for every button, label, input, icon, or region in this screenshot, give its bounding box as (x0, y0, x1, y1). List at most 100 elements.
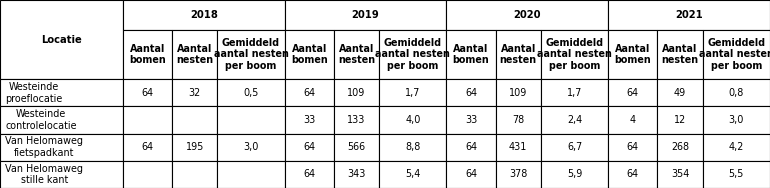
Text: 5,9: 5,9 (567, 169, 582, 179)
Bar (285, 161, 334, 188)
Text: 5,4: 5,4 (405, 169, 420, 179)
Text: 64: 64 (142, 88, 153, 98)
Bar (496, 134, 541, 161)
Text: 431: 431 (509, 142, 527, 152)
Bar (0, 134, 123, 161)
Bar (172, 30, 217, 79)
Bar (172, 79, 217, 106)
Bar (496, 161, 541, 188)
Text: Westeinde
controlelocatie: Westeinde controlelocatie (5, 109, 77, 131)
Text: 0,8: 0,8 (728, 88, 744, 98)
Bar (123, 134, 172, 161)
Bar (496, 79, 541, 106)
Text: 64: 64 (465, 88, 477, 98)
Text: 33: 33 (303, 115, 316, 125)
Bar (541, 106, 608, 134)
Text: 4,2: 4,2 (728, 142, 744, 152)
Bar (123, 161, 172, 188)
Bar (702, 30, 770, 79)
Text: 12: 12 (674, 115, 686, 125)
Text: 2018: 2018 (190, 10, 218, 20)
Text: 8,8: 8,8 (405, 142, 420, 152)
Bar (0, 161, 123, 188)
Text: Aantal
nesten: Aantal nesten (176, 44, 213, 65)
Text: 64: 64 (303, 169, 316, 179)
Bar (658, 30, 702, 79)
Bar (496, 106, 541, 134)
Bar (0, 106, 123, 134)
Bar (447, 0, 608, 30)
Bar (447, 161, 496, 188)
Bar (447, 134, 496, 161)
Bar (608, 30, 658, 79)
Text: 64: 64 (303, 88, 316, 98)
Text: Aantal
nesten: Aantal nesten (338, 44, 375, 65)
Bar (123, 0, 285, 30)
Text: 109: 109 (347, 88, 366, 98)
Bar (0, 79, 123, 106)
Text: 32: 32 (189, 88, 201, 98)
Bar (123, 106, 172, 134)
Bar (447, 106, 496, 134)
Text: 5,5: 5,5 (728, 169, 744, 179)
Text: 133: 133 (347, 115, 366, 125)
Bar (172, 161, 217, 188)
Text: 64: 64 (465, 169, 477, 179)
Text: Gemiddeld
aantal nesten
per boom: Gemiddeld aantal nesten per boom (213, 38, 289, 71)
Text: 3,0: 3,0 (728, 115, 744, 125)
Bar (334, 106, 379, 134)
Bar (608, 106, 658, 134)
Bar (334, 134, 379, 161)
Text: 4,0: 4,0 (405, 115, 420, 125)
Text: 195: 195 (186, 142, 204, 152)
Bar (608, 161, 658, 188)
Text: Van Helomaweg
fietspadkant: Van Helomaweg fietspadkant (5, 136, 83, 158)
Bar (379, 79, 447, 106)
Text: 566: 566 (347, 142, 366, 152)
Text: 2,4: 2,4 (567, 115, 582, 125)
Bar (608, 134, 658, 161)
Text: 2021: 2021 (675, 10, 703, 20)
Text: 109: 109 (509, 88, 527, 98)
Bar (608, 0, 770, 30)
Text: 0,5: 0,5 (243, 88, 259, 98)
Text: 4: 4 (630, 115, 636, 125)
Bar (0, 0, 123, 79)
Text: 78: 78 (512, 115, 524, 125)
Text: 64: 64 (627, 88, 639, 98)
Text: Gemiddeld
aantal nesten
per boom: Gemiddeld aantal nesten per boom (537, 38, 612, 71)
Bar (217, 30, 285, 79)
Bar (541, 134, 608, 161)
Text: 33: 33 (465, 115, 477, 125)
Bar (658, 134, 702, 161)
Bar (123, 79, 172, 106)
Bar (702, 161, 770, 188)
Bar (541, 79, 608, 106)
Text: 49: 49 (674, 88, 686, 98)
Text: 2019: 2019 (352, 10, 380, 20)
Text: Locatie: Locatie (41, 35, 82, 45)
Text: 354: 354 (671, 169, 689, 179)
Text: 268: 268 (671, 142, 689, 152)
Bar (334, 161, 379, 188)
Bar (285, 79, 334, 106)
Bar (285, 30, 334, 79)
Text: Aantal
nesten: Aantal nesten (661, 44, 698, 65)
Bar (608, 79, 658, 106)
Bar (285, 134, 334, 161)
Text: 1,7: 1,7 (405, 88, 420, 98)
Text: Aantal
bomen: Aantal bomen (291, 44, 328, 65)
Text: 64: 64 (465, 142, 477, 152)
Text: 1,7: 1,7 (567, 88, 582, 98)
Bar (702, 79, 770, 106)
Text: Aantal
bomen: Aantal bomen (453, 44, 490, 65)
Bar (285, 0, 447, 30)
Bar (217, 134, 285, 161)
Bar (496, 30, 541, 79)
Text: Gemiddeld
aantal nesten
per boom: Gemiddeld aantal nesten per boom (375, 38, 450, 71)
Text: 64: 64 (303, 142, 316, 152)
Bar (541, 161, 608, 188)
Bar (172, 106, 217, 134)
Text: 64: 64 (627, 142, 639, 152)
Bar (702, 106, 770, 134)
